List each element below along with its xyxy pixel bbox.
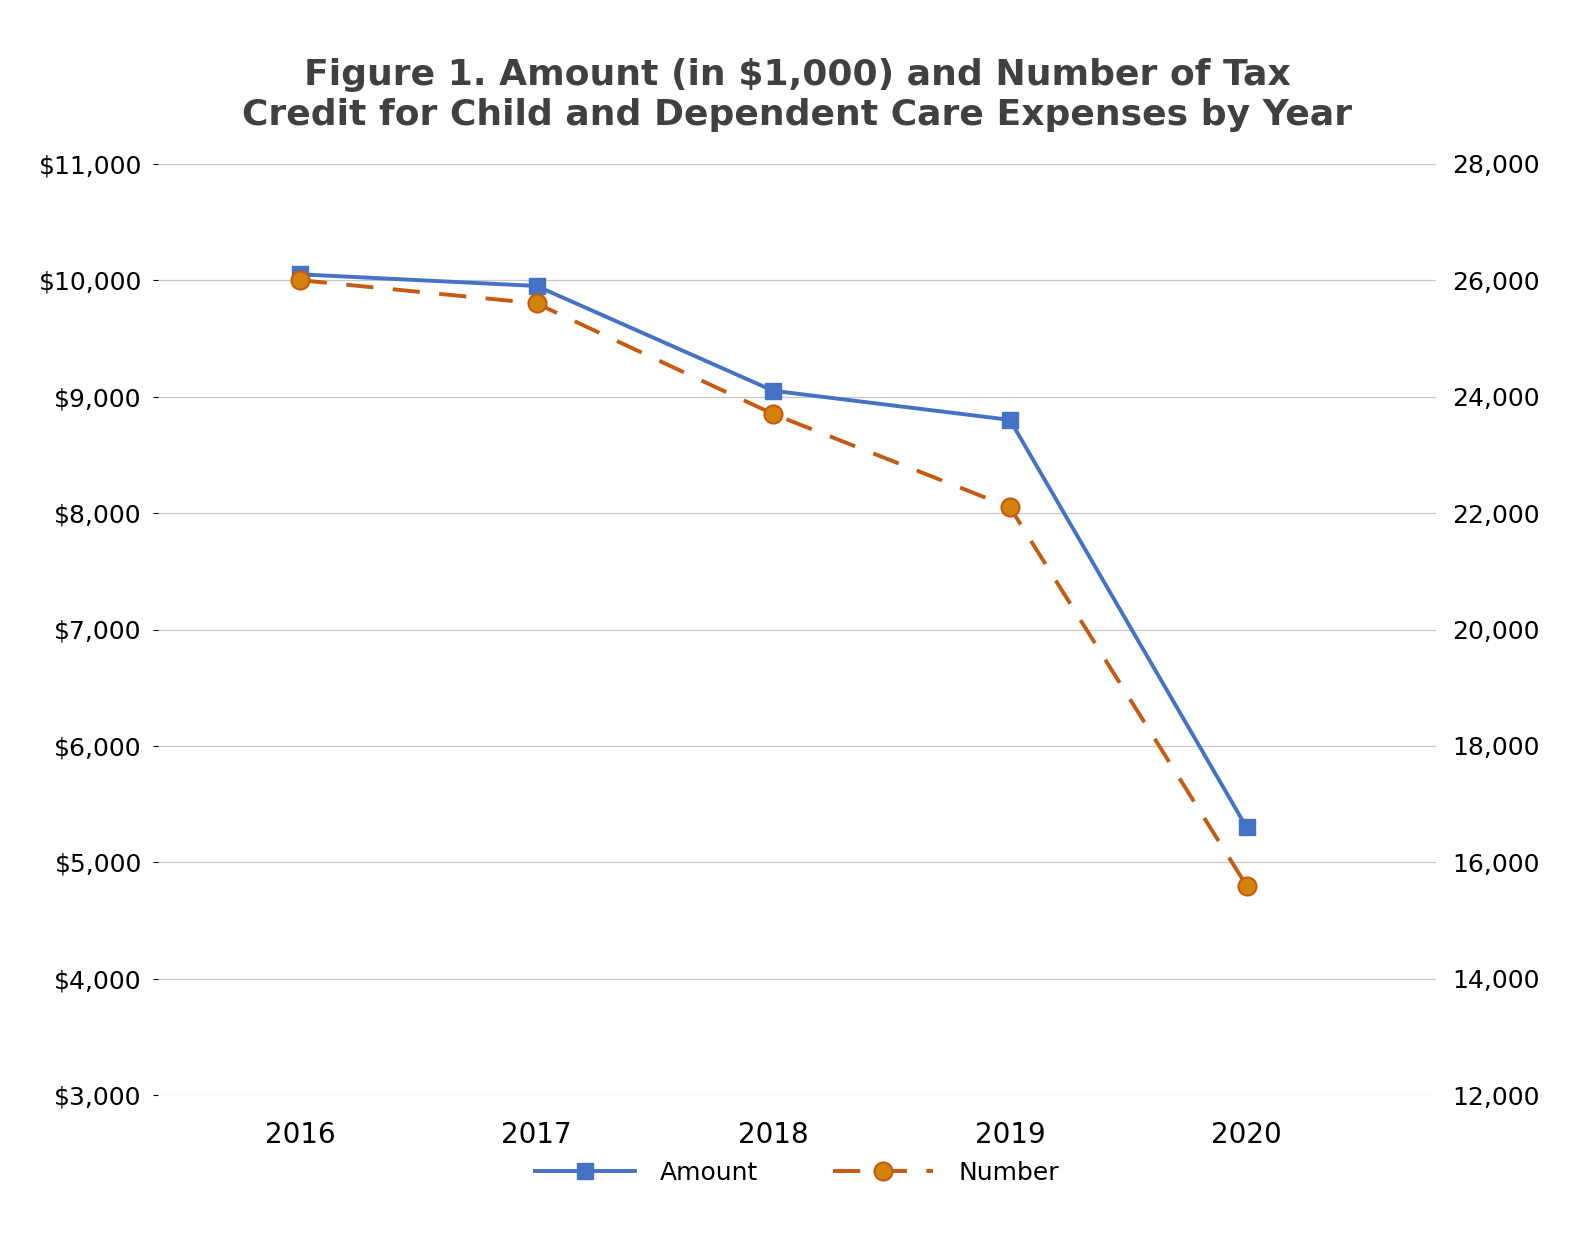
- Amount: [1000, 413, 1019, 428]
- Number: [290, 273, 309, 288]
- Line: Amount: Amount: [292, 267, 1255, 835]
- Amount: [764, 383, 783, 398]
- Title: Figure 1. Amount (in $1,000) and Number of Tax
Credit for Child and Dependent Ca: Figure 1. Amount (in $1,000) and Number …: [241, 58, 1352, 132]
- Amount: [527, 278, 546, 293]
- Number: [764, 407, 783, 422]
- Legend: Amount, Number: Amount, Number: [525, 1151, 1068, 1195]
- Number: [1000, 500, 1019, 515]
- Number: [527, 296, 546, 311]
- Amount: [290, 267, 309, 282]
- Amount: [1237, 820, 1256, 835]
- Line: Number: Number: [290, 271, 1256, 895]
- Number: [1237, 879, 1256, 894]
